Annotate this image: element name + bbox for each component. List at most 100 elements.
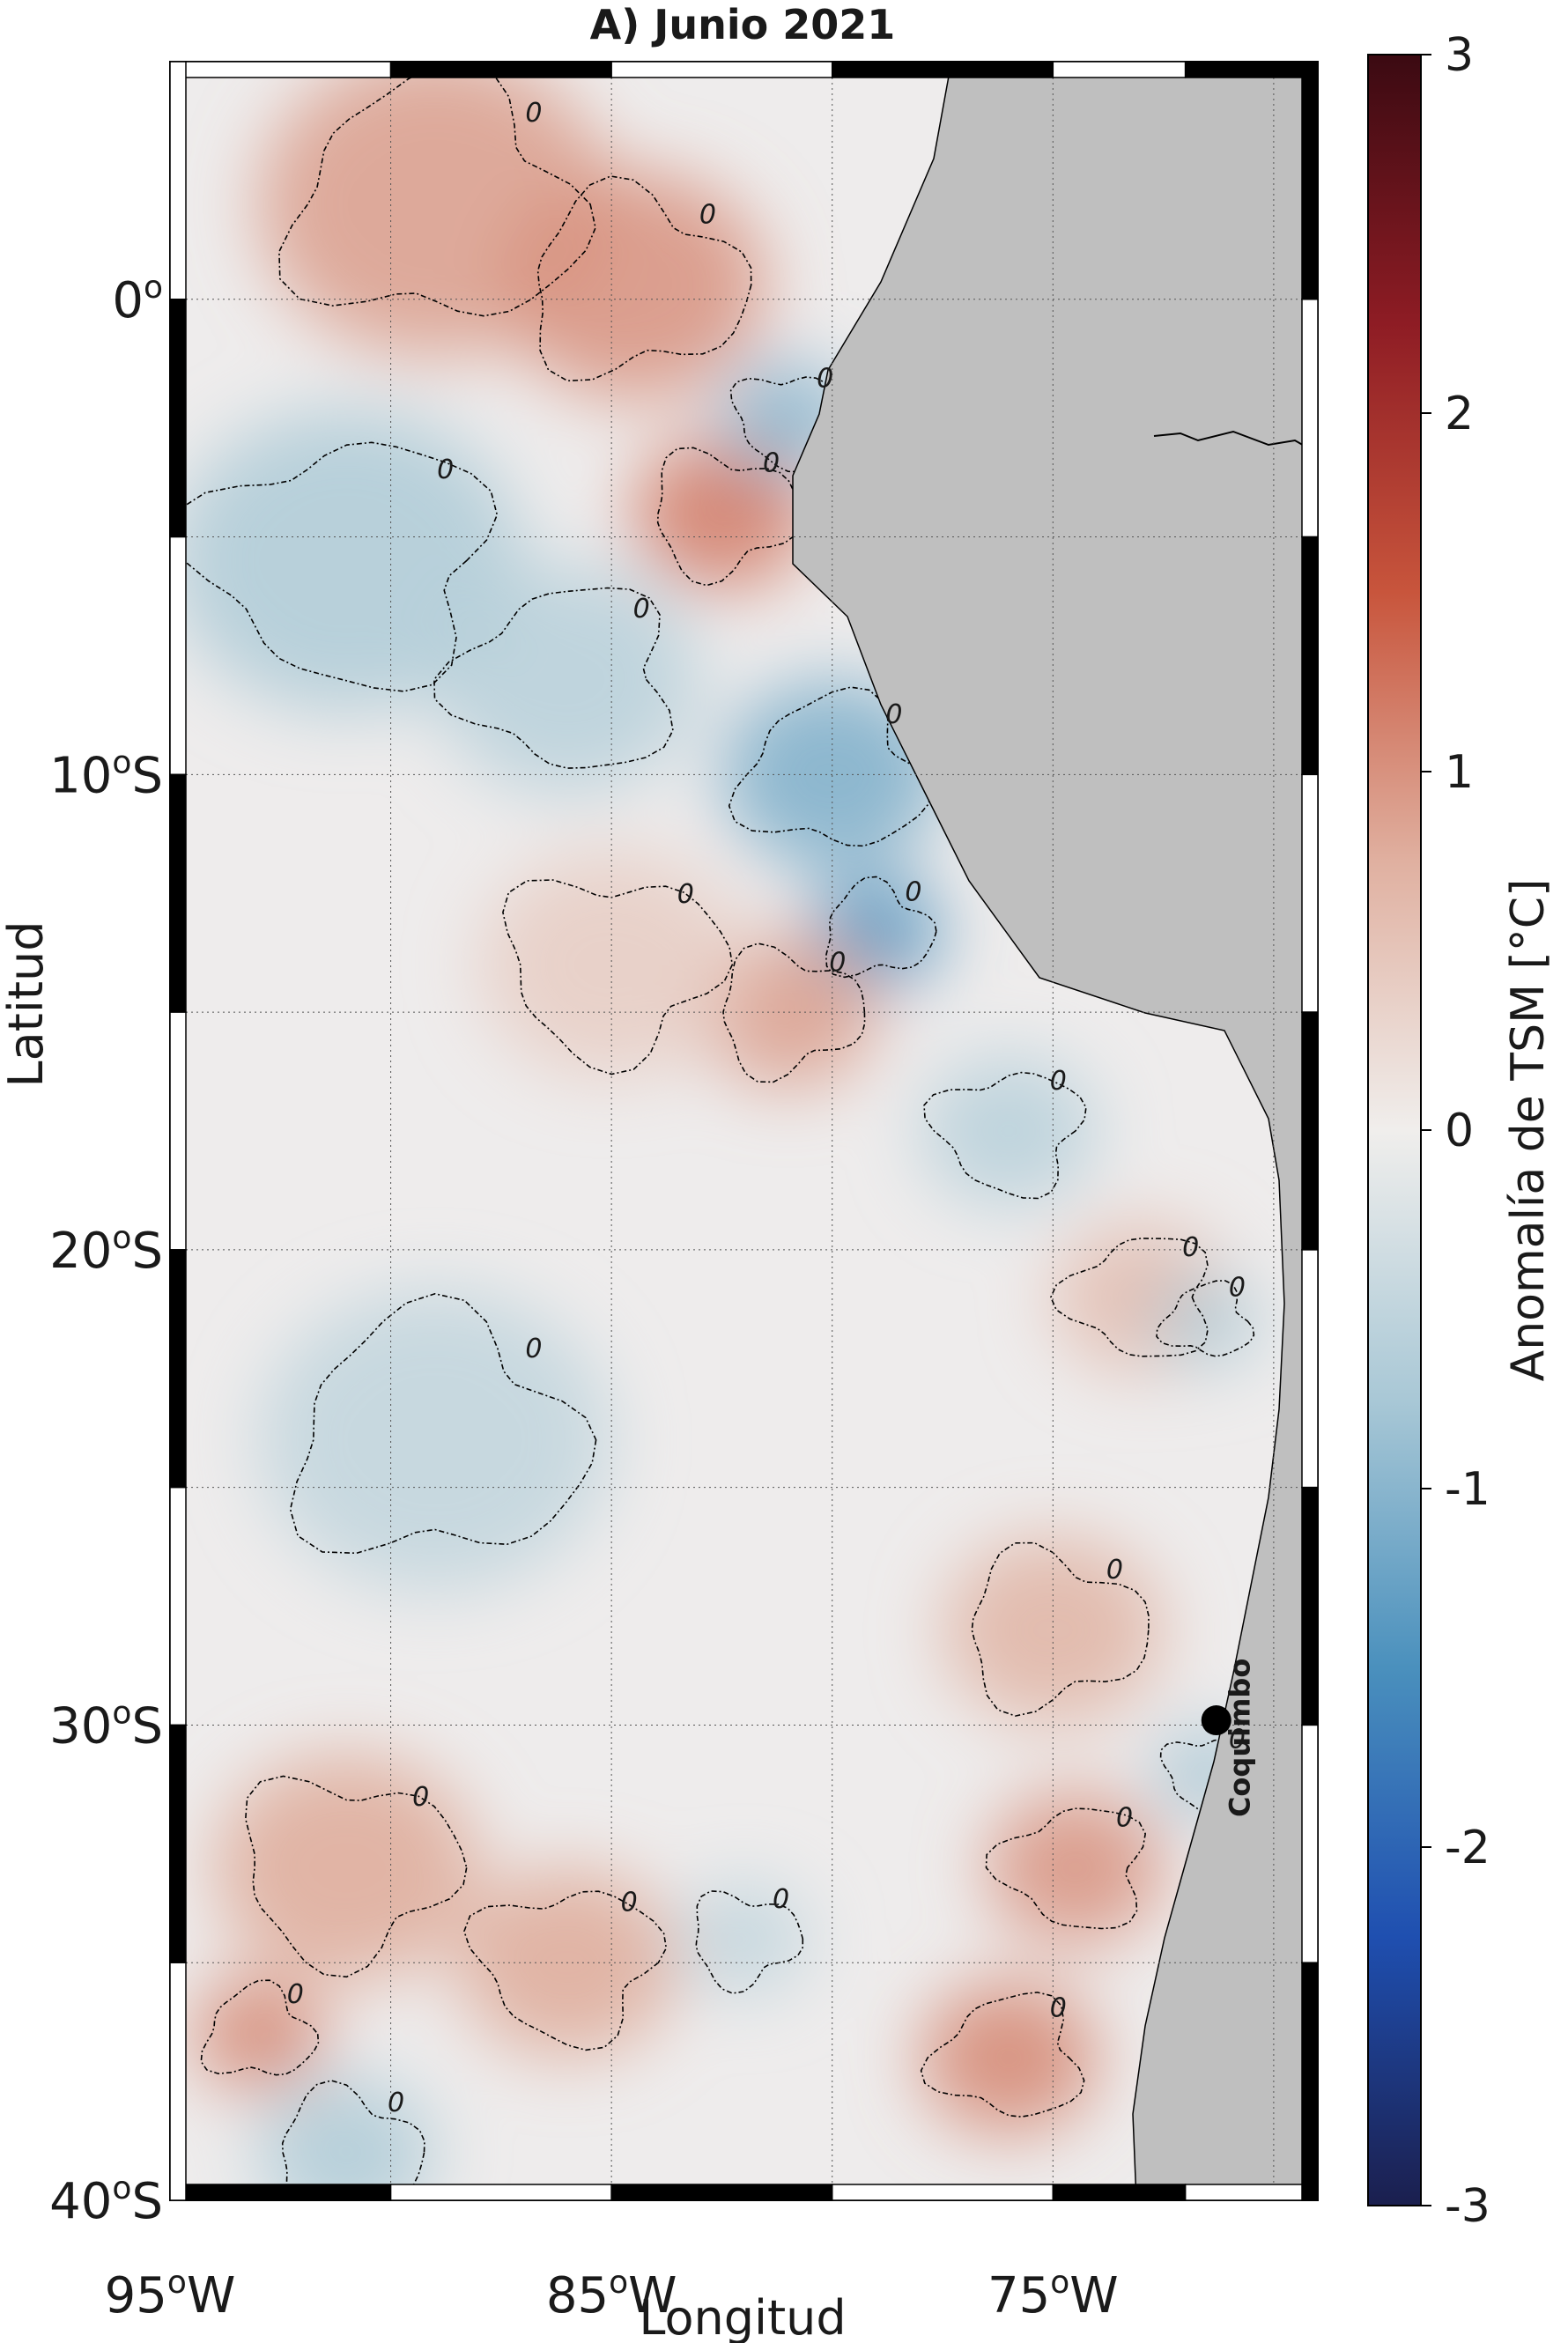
zero-contour-label: 0 [763,448,780,479]
anomaly-patch [214,1753,479,1982]
colorbar: 3 2 1 0 -1 -2 -3 Anomalía de TSM [°C] [1367,29,1555,2233]
frame-block [169,61,187,300]
zero-contour-label: 0 [773,1884,789,1915]
x-axis-label: Longitud [639,2290,846,2343]
frame-block [1301,1249,1319,1489]
anomaly-patch [920,1054,1098,1208]
frame-block [389,2184,612,2201]
zero-contour-label: 0 [677,879,694,910]
zero-contour-label: 0 [412,1782,429,1813]
zero-contour-label: 0 [287,1979,304,2010]
frame-block [169,1011,187,1251]
zero-contour-label: 0 [699,199,716,230]
frame-block [1184,2184,1319,2201]
zero-contour [729,376,849,473]
zero-contour-label: 0 [1050,1066,1067,1097]
anomaly-patch [258,2076,435,2200]
y-tick-label: 30oS [49,1695,163,1755]
zero-contour-label: 0 [621,1888,638,1918]
frame-block [1301,1962,1319,2201]
frame-block [610,2184,833,2201]
colorbar-tick-label: 1 [1445,746,1474,799]
frame-block [1301,61,1319,300]
zero-contour-label: 0 [1229,1273,1246,1304]
zero-contour-label: 0 [905,876,921,907]
anomaly-patch [943,1534,1164,1726]
frame-block [1301,299,1319,538]
anomaly-patch [677,1881,810,1996]
frame-block [169,299,187,538]
frame-block [169,2184,392,2201]
frame-block [1301,773,1319,1013]
frame-block [831,61,1054,78]
zero-contour-label: 0 [388,2088,404,2118]
y-tick-label: 10oS [49,744,163,804]
graticule-grid [170,62,1318,2200]
frame-block [1301,536,1319,776]
zero-contour-label: 0 [525,98,542,129]
zero-contour [656,447,801,587]
frame-block [169,1962,187,2201]
zero-contour [433,587,674,769]
y-tick-label: 40oS [49,2170,163,2230]
colorbar-tick-label: -1 [1445,1463,1490,1516]
anomaly-patch [633,437,810,589]
frame-block [1052,61,1187,78]
frame-block [1301,1486,1319,1726]
longitude-tick-labels: 95oW 85oW 75oW [105,2265,1119,2325]
frame-block [169,1486,187,1726]
latitude-tick-labels: 0o 10oS 20oS 30oS 40oS [49,270,163,2230]
colorbar-gradient [1367,54,1422,2206]
zero-contour-label: 0 [633,594,650,625]
zero-contour [502,879,734,1075]
zero-contour-label: 0 [1182,1232,1199,1263]
zero-contour [920,1992,1085,2118]
map-frame [169,61,1319,2201]
y-axis-label: Latitud [0,920,54,1087]
zero-contour [289,1292,597,1555]
colorbar-tick-label: -2 [1445,1822,1490,1874]
frame-block [169,773,187,1013]
zero-contour [985,1807,1147,1930]
zero-contour [722,942,866,1083]
zero-contour-label: 0 [817,364,833,395]
coquimbo-station-label: Coquimbo [1224,1659,1257,1817]
frame-block [831,2184,1054,2201]
y-tick-label: 20oS [49,1220,163,1280]
zero-contour-label: 0 [1116,1802,1133,1833]
anomaly-patch [987,1791,1164,1944]
zero-contour [1156,1280,1255,1357]
river-outline [1153,430,1319,455]
frame-block [1052,2184,1187,2201]
zero-contour-label: 0 [829,947,846,978]
zero-contour-label: 0 [885,699,902,730]
colorbar-tick-label: 2 [1445,388,1474,440]
frame-block [389,61,612,78]
zero-contour [1050,1238,1209,1357]
zero-contour-label: 0 [1106,1555,1123,1585]
anomaly-patch [258,1288,612,1593]
frame-block [169,536,187,776]
zero-contour-label: 0 [437,455,454,485]
zero-contour [536,175,752,382]
south-america-land [792,61,1319,2201]
colorbar-tick-labels: 3 2 1 0 -1 -2 -3 [1421,29,1490,2233]
anomaly-patch [434,565,700,794]
colorbar-tick-label: 0 [1445,1105,1474,1157]
y-tick-label: 0o [112,270,163,329]
zero-contour [200,1979,320,2076]
colorbar-label: Anomalía de TSM [°C] [1502,879,1555,1382]
coquimbo-station-marker[interactable] [1201,1705,1231,1736]
frame-block [169,61,392,78]
frame-block [1301,1724,1319,1963]
anomaly-patch [192,1977,325,2091]
map-title: A) Junio 2021 [590,1,896,48]
frame-block [169,1724,187,1963]
frame-block [1301,1011,1319,1251]
colorbar-tick-label: -3 [1445,2180,1490,2233]
x-tick-label: 95oW [105,2265,236,2325]
anomaly-patch [500,171,766,400]
